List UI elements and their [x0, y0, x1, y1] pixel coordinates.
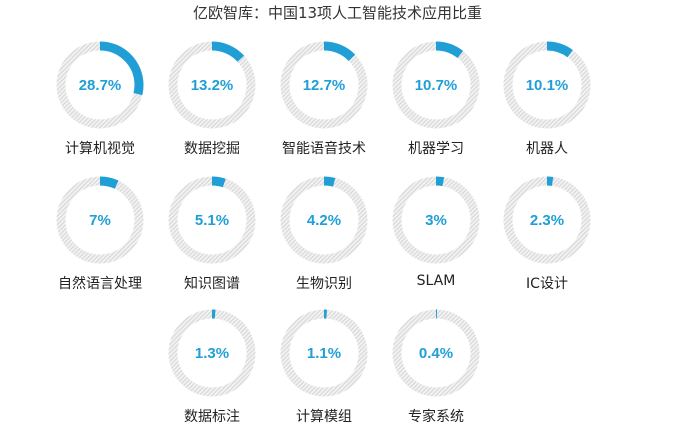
donut-value-label: 1.3%	[195, 345, 229, 362]
donut-item: 1.3% 数据标注	[157, 308, 267, 438]
donut-ring: 2.3%	[503, 176, 591, 264]
donut-value-label: 2.3%	[530, 212, 564, 229]
donut-ring: 3%	[392, 176, 480, 264]
donut-ring: 13.2%	[168, 41, 256, 129]
donut-ring: 1.1%	[280, 309, 368, 397]
donut-value-arc	[392, 41, 480, 129]
donut-item: 28.7% 计算机视觉	[45, 40, 155, 170]
donut-category-label: 专家系统	[408, 409, 464, 425]
donut-item: 4.2% 生物识别	[269, 175, 379, 305]
donut-category-label: IC设计	[526, 276, 568, 292]
donut-category-label: 数据标注	[184, 409, 240, 425]
donut-ring: 1.3%	[168, 309, 256, 397]
donut-item: 0.4% 专家系统	[381, 308, 491, 438]
donut-category-label: 生物识别	[296, 276, 352, 292]
donut-item: 10.1% 机器人	[492, 40, 602, 170]
donut-value-arc	[280, 309, 368, 397]
donut-value-label: 10.1%	[526, 77, 569, 94]
donut-item: 10.7% 机器学习	[381, 40, 491, 170]
donut-ring: 12.7%	[280, 41, 368, 129]
donut-ring: 4.2%	[280, 176, 368, 264]
donut-value-arc	[56, 41, 144, 129]
donut-value-arc	[280, 176, 368, 264]
donut-category-label: 自然语言处理	[58, 276, 142, 292]
donut-item: 1.1% 计算模组	[269, 308, 379, 438]
donut-category-label: 智能语音技术	[282, 141, 366, 157]
donut-ring: 0.4%	[392, 309, 480, 397]
donut-value-arc	[168, 176, 256, 264]
donut-category-label: SLAM	[416, 273, 456, 289]
donut-value-label: 13.2%	[191, 77, 234, 94]
donut-value-arc	[503, 41, 591, 129]
donut-value-arc	[168, 309, 256, 397]
donut-value-label: 1.1%	[307, 345, 341, 362]
donut-item: 5.1% 知识图谱	[157, 175, 267, 305]
donut-value-arc	[280, 41, 368, 129]
donut-value-label: 7%	[89, 212, 111, 229]
donut-value-label: 12.7%	[303, 77, 346, 94]
donut-ring: 5.1%	[168, 176, 256, 264]
donut-category-label: 知识图谱	[184, 276, 240, 292]
donut-category-label: 数据挖掘	[184, 141, 240, 157]
donut-value-label: 5.1%	[195, 212, 229, 229]
donut-item: 7% 自然语言处理	[45, 175, 155, 305]
donut-value-arc	[56, 176, 144, 264]
donut-value-arc	[392, 309, 480, 397]
donut-item: 12.7% 智能语音技术	[269, 40, 379, 170]
donut-category-label: 机器人	[526, 141, 568, 157]
donut-value-label: 4.2%	[307, 212, 341, 229]
donut-ring: 10.7%	[392, 41, 480, 129]
donut-value-label: 3%	[425, 212, 447, 229]
donut-value-label: 0.4%	[419, 345, 453, 362]
donut-value-arc	[168, 41, 256, 129]
donut-value-label: 28.7%	[79, 77, 122, 94]
donut-item: 2.3% IC设计	[492, 175, 602, 305]
chart-title: 亿欧智库：中国13项人工智能技术应用比重	[192, 4, 483, 22]
donut-ring: 28.7%	[56, 41, 144, 129]
donut-ring: 7%	[56, 176, 144, 264]
donut-category-label: 机器学习	[408, 141, 464, 157]
donut-item: 13.2% 数据挖掘	[157, 40, 267, 170]
donut-value-arc	[392, 176, 480, 264]
donut-item: 3% SLAM	[381, 175, 491, 305]
donut-value-label: 10.7%	[415, 77, 458, 94]
donut-ring: 10.1%	[503, 41, 591, 129]
donut-category-label: 计算模组	[296, 409, 352, 425]
donut-value-arc	[503, 176, 591, 264]
donut-category-label: 计算机视觉	[65, 141, 135, 157]
